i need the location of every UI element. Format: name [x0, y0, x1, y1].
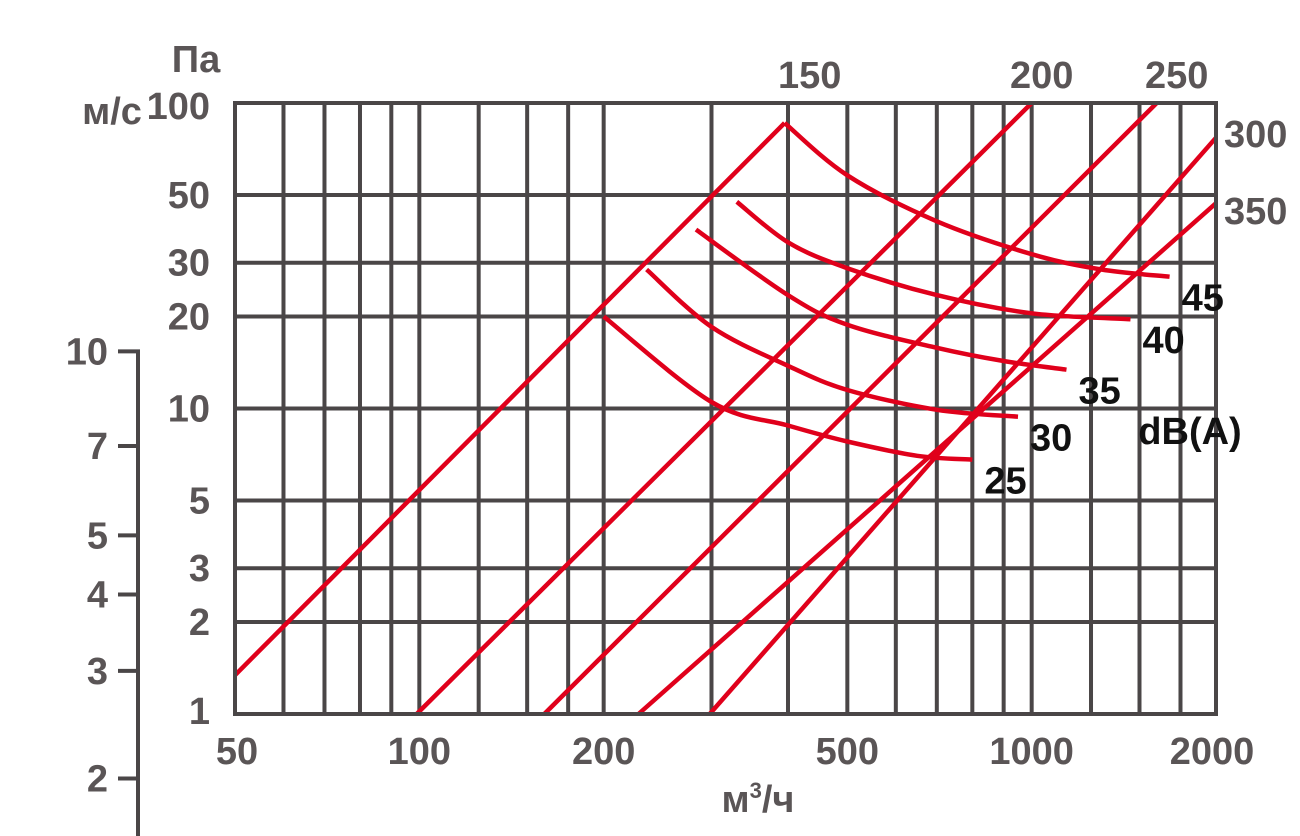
y-tick-label: 100 — [147, 86, 210, 128]
noise-curve-25 — [602, 314, 973, 462]
x-axis-tick-labels: 50 100 200 500 1000 2000 — [216, 731, 1254, 773]
noise-label-45: 45 — [1182, 278, 1224, 320]
plot-frame — [233, 101, 1218, 716]
noise-curve-45 — [783, 121, 1170, 279]
velocity-axis: 10 7 5 4 3 2 1,5 — [55, 331, 140, 836]
y-axis-tick-labels: 1 2 3 5 10 20 30 50 100 — [147, 86, 210, 733]
velocity-tick-label: 10 — [66, 331, 108, 373]
velocity-tick-label: 5 — [87, 515, 108, 557]
y-tick-label: 5 — [189, 480, 210, 522]
noise-unit-label: dB(A) — [1138, 411, 1241, 453]
x-tick-label: 200 — [572, 731, 635, 773]
duct-label-200: 200 — [1010, 55, 1073, 97]
noise-level-curves — [602, 121, 1170, 462]
x-tick-label: 1000 — [989, 731, 1074, 773]
noise-curve-35 — [694, 227, 1067, 372]
velocity-tick-label: 4 — [87, 575, 108, 617]
x-tick-label: 100 — [388, 731, 451, 773]
y-tick-label: 20 — [168, 297, 210, 339]
y-tick-label: 50 — [168, 175, 210, 217]
velocity-tick-label: 2 — [87, 758, 108, 800]
duct-label-250: 250 — [1145, 55, 1208, 97]
y-tick-label: 1 — [189, 691, 210, 733]
noise-curve-40 — [735, 200, 1131, 322]
duct-label-350: 350 — [1224, 191, 1287, 233]
x-tick-label: 2000 — [1170, 731, 1255, 773]
y-tick-label: 2 — [189, 602, 210, 644]
y-tick-label: 30 — [168, 243, 210, 285]
velocity-axis-label: м/с — [82, 91, 142, 133]
noise-label-40: 40 — [1142, 320, 1184, 362]
y-tick-label: 10 — [168, 389, 210, 431]
x-tick-label: 50 — [216, 731, 258, 773]
x-axis-label: м3/ч — [722, 778, 795, 821]
duct-line-250 — [542, 101, 1159, 716]
y-axis-label: Па — [172, 39, 221, 81]
noise-label-35: 35 — [1079, 371, 1121, 413]
noise-label-25: 25 — [984, 461, 1026, 503]
x-tick-label: 500 — [816, 731, 879, 773]
velocity-tick-label: 3 — [87, 651, 108, 693]
velocity-tick-label: 1,5 — [55, 835, 108, 836]
noise-curve-30 — [645, 267, 1019, 419]
duct-label-300: 300 — [1224, 114, 1287, 156]
velocity-tick-label: 7 — [87, 426, 108, 468]
duct-label-150: 150 — [778, 55, 841, 97]
duct-diameter-labels: 150 200 250 300 350 — [778, 55, 1287, 233]
noise-label-30: 30 — [1030, 418, 1072, 460]
duct-line-150 — [233, 121, 787, 677]
y-tick-label: 3 — [189, 548, 210, 590]
